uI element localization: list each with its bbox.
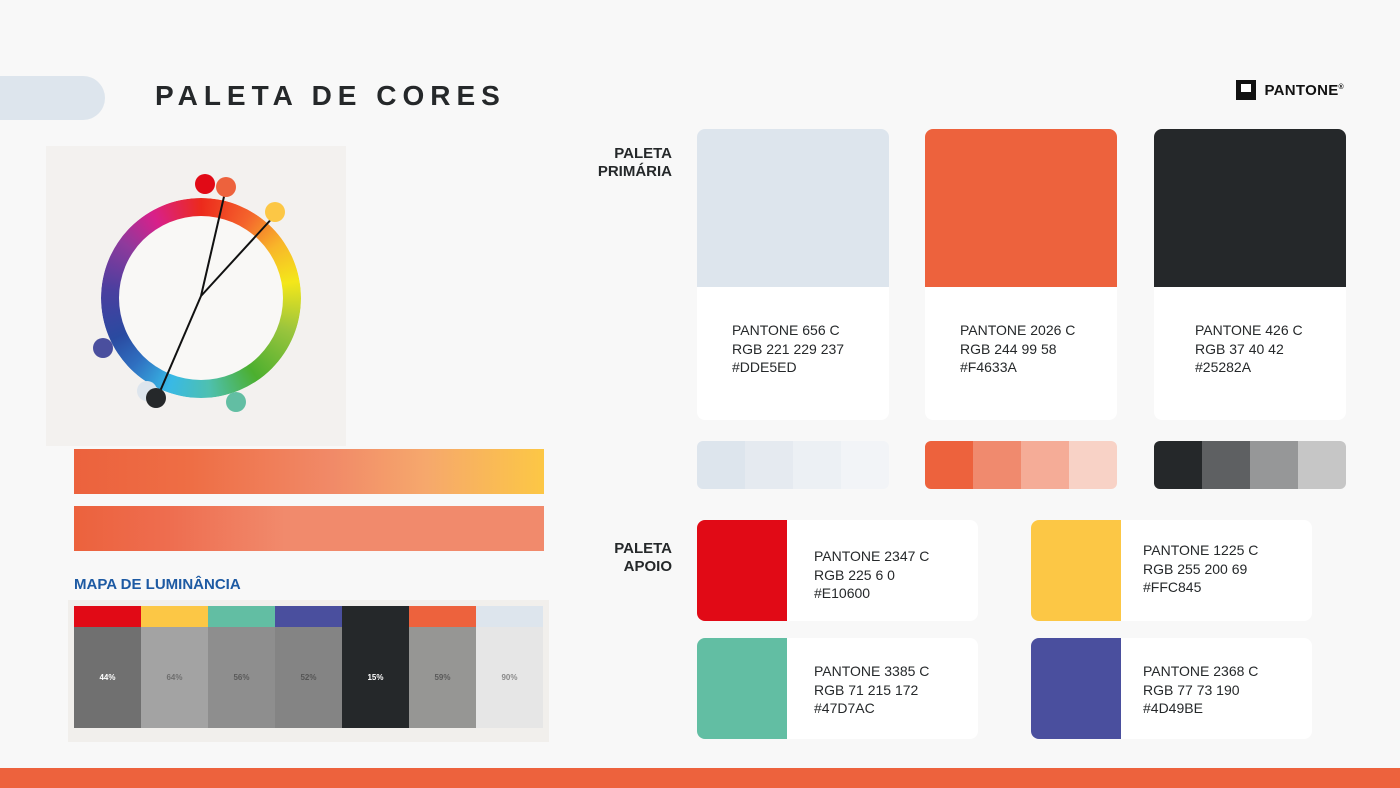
- support-rgb-1: RGB 225 6 0: [814, 566, 895, 583]
- primary-pantone-2: PANTONE 2026 C: [960, 322, 1076, 338]
- wheel-dot-orange: [216, 177, 236, 197]
- luminance-column: 90%: [476, 606, 543, 728]
- luminance-column: 52%: [275, 606, 342, 728]
- luminance-column: 56%: [208, 606, 275, 728]
- luminance-color-swatch: [141, 606, 208, 627]
- pantone-logo-icon: [1236, 80, 1257, 100]
- gradient-bar-orange-salmon: [74, 506, 544, 551]
- support-hex-2: #FFC845: [1143, 579, 1202, 595]
- luminance-color-swatch: [208, 606, 275, 627]
- primary-label-line1: PALETA: [614, 145, 672, 162]
- luminance-color-swatch: [342, 606, 409, 627]
- support-hex-3: #47D7AC: [814, 700, 875, 716]
- tint-swatch-2-4: [1069, 441, 1117, 489]
- tint-swatch-3-1: [1154, 441, 1202, 489]
- primary-card-3: PANTONE 426 C RGB 37 40 42 #25282A: [1154, 129, 1346, 420]
- bottom-accent-bar: [0, 768, 1400, 788]
- tint-swatch-1-3: [793, 441, 841, 489]
- pantone-logo-text: PANTONE®: [1264, 81, 1344, 99]
- primary-rgb-2: RGB 244 99 58: [960, 340, 1057, 357]
- primary-pantone-3: PANTONE 426 C: [1195, 322, 1303, 338]
- tint-swatch-1-4: [841, 441, 889, 489]
- luminance-column: 44%: [74, 606, 141, 728]
- primary-hex-1: #DDE5ED: [732, 359, 797, 375]
- tint-swatch-2-3: [1021, 441, 1069, 489]
- luminance-map-title: MAPA DE LUMINÂNCIA: [74, 576, 241, 593]
- luminance-value: 64%: [141, 627, 208, 728]
- primary-label-line2: PRIMÁRIA: [597, 163, 672, 180]
- support-pantone-2: PANTONE 1225 C: [1143, 542, 1259, 558]
- support-rgb-3: RGB 71 215 172: [814, 681, 919, 698]
- primary-pantone-1: PANTONE 656 C: [732, 322, 840, 338]
- support-card-2: PANTONE 1225 C RGB 255 200 69 #FFC845: [1031, 520, 1312, 621]
- luminance-color-swatch: [275, 606, 342, 627]
- primary-swatch-3: [1154, 129, 1346, 287]
- tint-swatch-2-2: [973, 441, 1021, 489]
- support-swatch-3: [697, 638, 787, 739]
- wheel-dot-blue: [93, 338, 113, 358]
- luminance-value: 44%: [74, 627, 141, 728]
- support-swatch-1: [697, 520, 787, 621]
- wheel-dot-red: [195, 174, 215, 194]
- primary-hex-3: #25282A: [1195, 359, 1252, 375]
- luminance-value: 52%: [275, 627, 342, 728]
- page-title: PALETA DE CORES: [155, 80, 506, 111]
- pantone-logo: PANTONE®: [1236, 80, 1344, 100]
- luminance-column: 59%: [409, 606, 476, 728]
- color-wheel-graphic: [93, 174, 301, 412]
- luminance-color-swatch: [74, 606, 141, 627]
- color-wheel-panel: [46, 146, 346, 446]
- gradient-bar-orange-yellow: [74, 449, 544, 494]
- support-card-3: PANTONE 3385 C RGB 71 215 172 #47D7AC: [697, 638, 978, 739]
- support-rgb-2: RGB 255 200 69: [1143, 560, 1248, 577]
- tint-swatch-2-1: [925, 441, 973, 489]
- luminance-color-swatch: [476, 606, 543, 627]
- support-swatch-2: [1031, 520, 1121, 621]
- tint-swatch-3-4: [1298, 441, 1346, 489]
- tint-swatch-3-2: [1202, 441, 1250, 489]
- support-palette-label: PALETA APOIO: [560, 540, 672, 576]
- luminance-value: 59%: [409, 627, 476, 728]
- support-swatch-4: [1031, 638, 1121, 739]
- tints-row-2: [925, 441, 1117, 489]
- primary-palette-label: PALETA PRIMÁRIA: [560, 145, 672, 181]
- luminance-column: 64%: [141, 606, 208, 728]
- primary-card-2: PANTONE 2026 C RGB 244 99 58 #F4633A: [925, 129, 1117, 420]
- primary-swatch-1: [697, 129, 889, 287]
- decorative-pill: [0, 76, 105, 120]
- support-rgb-4: RGB 77 73 190: [1143, 681, 1240, 698]
- luminance-color-swatch: [409, 606, 476, 627]
- support-card-1: PANTONE 2347 C RGB 225 6 0 #E10600: [697, 520, 978, 621]
- support-label-line1: PALETA: [614, 540, 672, 557]
- luminance-map: 44% 64% 56% 52% 15% 59% 90%: [74, 606, 543, 728]
- support-pantone-1: PANTONE 2347 C: [814, 548, 930, 564]
- support-label-line2: APOIO: [623, 558, 672, 575]
- support-card-4: PANTONE 2368 C RGB 77 73 190 #4D49BE: [1031, 638, 1312, 739]
- tints-row-1: [697, 441, 889, 489]
- primary-rgb-1: RGB 221 229 237: [732, 340, 845, 357]
- support-hex-4: #4D49BE: [1143, 700, 1203, 716]
- support-pantone-4: PANTONE 2368 C: [1143, 663, 1259, 679]
- primary-hex-2: #F4633A: [960, 359, 1017, 375]
- wheel-dot-yellow: [265, 202, 285, 222]
- luminance-value: 15%: [342, 627, 409, 728]
- support-hex-1: #E10600: [814, 585, 871, 601]
- primary-swatch-2: [925, 129, 1117, 287]
- tints-row-3: [1154, 441, 1346, 489]
- wheel-dot-dark: [146, 388, 166, 408]
- primary-card-1: PANTONE 656 C RGB 221 229 237 #DDE5ED: [697, 129, 889, 420]
- wheel-dot-green: [226, 392, 246, 412]
- luminance-value: 56%: [208, 627, 275, 728]
- support-pantone-3: PANTONE 3385 C: [814, 663, 930, 679]
- luminance-column: 15%: [342, 606, 409, 728]
- tint-swatch-3-3: [1250, 441, 1298, 489]
- luminance-value: 90%: [476, 627, 543, 728]
- tint-swatch-1-2: [745, 441, 793, 489]
- tint-swatch-1-1: [697, 441, 745, 489]
- primary-rgb-3: RGB 37 40 42: [1195, 340, 1284, 357]
